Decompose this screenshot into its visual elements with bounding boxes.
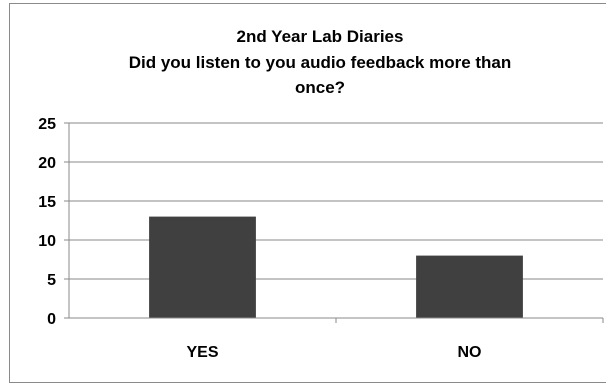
y-tick-label-5: 5: [47, 272, 56, 289]
x-category-label-no: NO: [458, 344, 482, 361]
bars: [149, 216, 523, 318]
x-category-label-yes: YES: [186, 344, 218, 361]
y-tick-label-20: 20: [38, 155, 56, 172]
chart-title-line-1: 2nd Year Lab Diaries: [236, 27, 404, 46]
bar-yes: [149, 216, 256, 318]
y-tick-label-25: 25: [38, 116, 56, 133]
bar-no: [416, 255, 523, 318]
labels: 0 5 10 15 20 25 YES NO: [38, 116, 481, 361]
axes: [64, 122, 604, 323]
chart-title-line-2: Did you listen to you audio feedback mor…: [128, 53, 512, 72]
chart-title-line-3: once?: [294, 78, 346, 97]
y-tick-label-15: 15: [38, 194, 56, 211]
bar-chart: 0 5 10 15 20 25 YES NO: [38, 116, 604, 361]
y-tick-label-10: 10: [38, 233, 56, 250]
y-tick-label-0: 0: [47, 311, 56, 328]
